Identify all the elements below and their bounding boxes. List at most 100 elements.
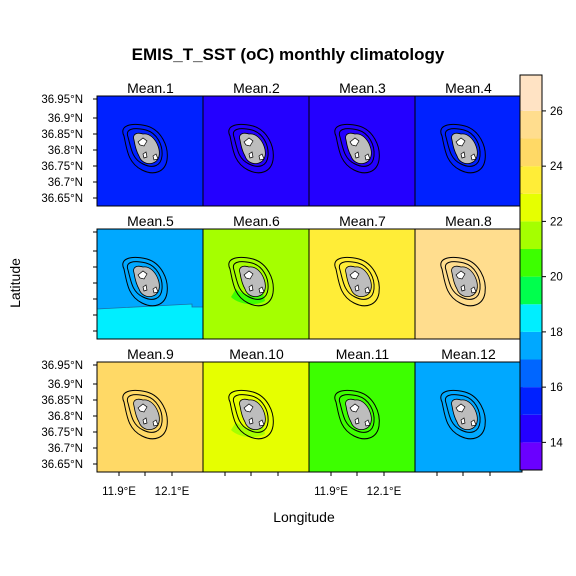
colorbar-tick-label: 18 (550, 327, 563, 339)
panel-strip (415, 80, 522, 96)
contour-outer-ring (334, 389, 380, 440)
contour-inner-ring (338, 261, 375, 300)
map-panel: Mean.2 (202, 80, 311, 207)
map-panel: Mean.11 (308, 346, 417, 476)
panel-title: Mean.8 (445, 213, 492, 229)
y-tick-label: 36.9°N (48, 379, 83, 391)
y-tick-label: 36.95°N (41, 94, 83, 106)
contour-inner-ring (338, 394, 375, 433)
islet-shape (258, 286, 265, 294)
panel-strip (97, 346, 204, 362)
colorbar-swatch (520, 193, 542, 222)
panel-strip (309, 346, 416, 362)
contour-outer-ring (122, 256, 168, 307)
colorbar-swatch (520, 75, 542, 111)
colorbar-tick-label: 20 (550, 272, 563, 284)
colorbar: 14 16 18 20 22 24 26 (519, 74, 563, 471)
y-tick-label: 36.8°N (48, 411, 83, 423)
panel-strip (309, 213, 416, 229)
lake-shape (137, 270, 148, 280)
contour-outer-ring (122, 123, 168, 174)
islet-shape (354, 417, 360, 425)
colorbar-swatch (520, 221, 542, 250)
colorbar-frame (519, 74, 543, 471)
lake-shape (349, 403, 360, 413)
y-tick-label: 36.65°N (41, 459, 83, 471)
contour-inner-ring (444, 261, 481, 300)
panel-title: Mean.9 (127, 346, 174, 362)
x-tick-label: 12.1°E (367, 486, 402, 498)
colorbar-tick-label: 14 (550, 437, 563, 449)
colorbar-swatch (520, 414, 542, 443)
panel-strip (97, 80, 204, 96)
contour-outer-ring (228, 123, 274, 174)
map-panel: Mean.10 (202, 346, 311, 476)
contour-outer-ring (440, 389, 486, 440)
y-tick-label: 36.85°N (41, 395, 83, 407)
panel-title: Mean.7 (339, 213, 386, 229)
y-tick-label: 36.95°N (41, 360, 83, 372)
colorbar-swatch (520, 249, 542, 277)
panel-strip (203, 213, 310, 229)
map-panel: Mean.7 (308, 213, 417, 340)
contour-inner-ring (444, 128, 481, 167)
contour-outer-ring (228, 389, 274, 440)
panel-title: Mean.1 (127, 80, 174, 96)
lake-shape (455, 403, 466, 413)
lake-shape (243, 137, 254, 147)
contour-inner-ring (444, 394, 481, 433)
x-axis-label: Longitude (273, 509, 335, 525)
islet-shape (470, 419, 477, 427)
lake-shape (455, 137, 466, 147)
islet-shape (364, 419, 371, 427)
islet-shape (460, 284, 466, 292)
panel-south-band (97, 304, 204, 339)
contour-inner-ring (232, 394, 269, 433)
y-tick-label: 36.75°N (41, 427, 83, 439)
panel-title: Mean.4 (445, 80, 492, 96)
contour-outer-ring (334, 123, 380, 174)
colorbar-swatch (520, 442, 542, 470)
islet-shape (364, 286, 371, 294)
islet-shape (142, 417, 148, 425)
map-panel: Mean.3 (308, 80, 417, 207)
contour-outer-ring (440, 123, 486, 174)
islet-shape (258, 153, 265, 161)
map-panel: Mean.12 (414, 346, 523, 476)
panel-strip (309, 80, 416, 96)
colorbar-swatch (520, 110, 542, 139)
islet-shape (460, 417, 466, 425)
y-tick-label: 36.7°N (48, 443, 83, 455)
map-panel: Mean.1 (93, 80, 205, 207)
colorbar-tick-label: 22 (550, 216, 563, 228)
contour-outer-ring (122, 389, 168, 440)
islet-shape (470, 153, 477, 161)
y-tick-label: 36.75°N (41, 161, 83, 173)
x-tick-label: 11.9°E (314, 486, 348, 498)
islet-shape (248, 284, 254, 292)
y-tick-label: 36.7°N (48, 177, 83, 189)
islet-shape (248, 151, 254, 159)
panel-title: Mean.3 (339, 80, 386, 96)
y-tick-label: 36.8°N (48, 145, 83, 157)
colorbar-tick-label: 24 (550, 161, 563, 173)
islet-shape (354, 284, 360, 292)
x-tick-label: 12.1°E (155, 486, 190, 498)
colorbar-swatch (520, 387, 542, 415)
lake-shape (455, 270, 466, 280)
latitude-axis: 36.95°N 36.9°N 36.85°N 36.8°N 36.75°N 36.7°N 3… (41, 94, 83, 471)
panel-title: Mean.12 (441, 346, 496, 362)
contour-inner-ring (126, 261, 163, 300)
panel-title: Mean.6 (233, 213, 280, 229)
colorbar-swatch (520, 359, 542, 388)
panel-contour-line (96, 303, 204, 310)
panel-strip (97, 213, 204, 229)
contour-outer-ring (228, 256, 274, 307)
islet-shape (460, 151, 466, 159)
panel-strip (203, 80, 310, 96)
lake-shape (243, 270, 254, 280)
panel-strip (415, 213, 522, 229)
islet-shape (258, 419, 265, 427)
lake-shape (243, 403, 254, 413)
map-panel: Mean.6 (202, 213, 311, 340)
